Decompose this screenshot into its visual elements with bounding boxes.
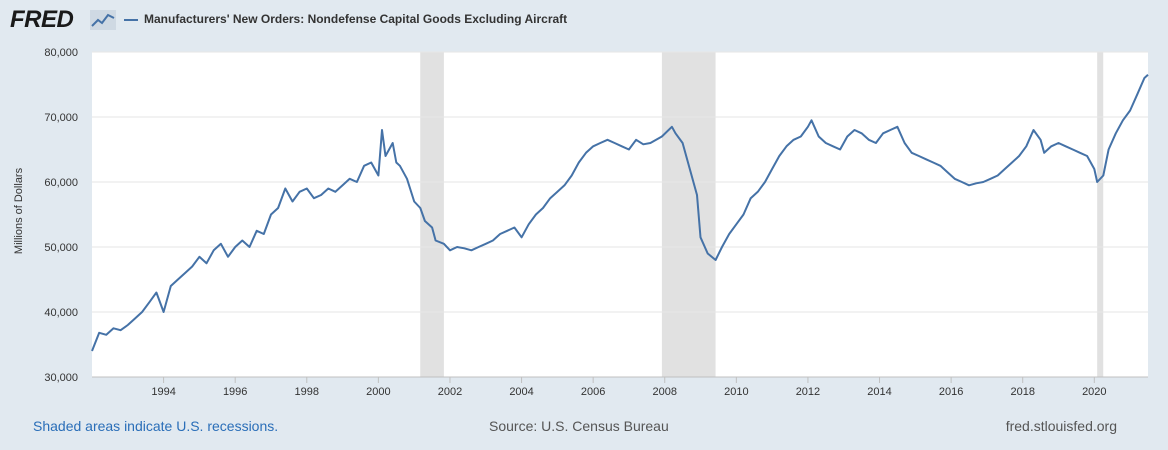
source-text: Source: U.S. Census Bureau [489,418,669,434]
recession-shading [420,52,1104,377]
x-tick-label: 2018 [1010,386,1034,398]
x-tick-label: 2006 [581,386,605,398]
plot-area [92,52,1148,377]
recession-note[interactable]: Shaded areas indicate U.S. recessions. [33,418,279,434]
x-tick-label: 1994 [151,386,175,398]
x-tick-label: 2020 [1082,386,1106,398]
series-layer [91,74,1149,352]
logo-text: FRED [10,6,74,33]
x-axis: 1994 1996 1998 2000 2002 2004 2006 2008 2010 2012… [92,376,1148,398]
x-tick-label: 2010 [724,386,748,398]
plot-background [92,52,1148,377]
legend-swatch [124,19,138,21]
gridlines [92,51,1148,313]
legend-label: Manufacturers' New Orders: Nondefense Ca… [144,12,568,26]
fred-url[interactable]: fred.stlouisfed.org [1005,418,1117,434]
y-tick-label: 30,000 [44,372,78,384]
x-tick-label: 2000 [366,386,390,398]
line-chart[interactable]: 30,000 40,000 50,000 60,000 70,000 80,000 199… [0,40,1168,415]
series-line [91,74,1149,352]
x-tick-label: 2008 [653,386,677,398]
y-tick-label: 40,000 [44,307,78,319]
x-tick-label: 1996 [223,386,247,398]
y-tick-label: 60,000 [44,177,78,189]
recession-band [1097,52,1104,377]
x-tick-label: 2004 [509,386,533,398]
y-tick-label: 50,000 [44,242,78,254]
chart-footer: Shaded areas indicate U.S. recessions. S… [0,415,1168,439]
line-chart-icon [90,10,116,35]
y-tick-label: 70,000 [44,112,78,124]
y-tick-label: 80,000 [44,47,78,59]
x-tick-label: 2002 [438,386,462,398]
x-tick-label: 2016 [939,386,963,398]
recession-band [420,52,444,377]
x-tick-label: 2014 [867,386,891,398]
x-tick-label: 1998 [295,386,319,398]
y-axis-title: Millions of Dollars [13,167,25,254]
recession-band [661,52,716,377]
chart-header: FRED Manufacturers' New Orders: Nondefen… [0,0,1168,40]
y-axis: 30,000 40,000 50,000 60,000 70,000 80,000 [44,47,78,384]
x-tick-label: 2012 [796,386,820,398]
